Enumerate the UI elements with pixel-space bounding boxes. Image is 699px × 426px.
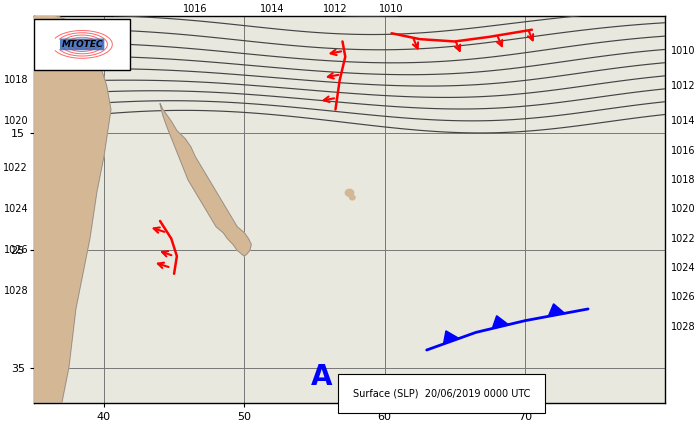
Circle shape	[345, 189, 354, 196]
Polygon shape	[443, 331, 459, 344]
Text: 1012: 1012	[323, 4, 348, 14]
Text: 1028: 1028	[671, 322, 696, 331]
Text: 1016: 1016	[671, 146, 696, 155]
Polygon shape	[492, 316, 508, 328]
Text: 1012: 1012	[671, 81, 696, 91]
Text: Surface (SLP)  20/06/2019 0000 UTC: Surface (SLP) 20/06/2019 0000 UTC	[353, 388, 530, 398]
Text: 1018: 1018	[3, 75, 28, 85]
Text: 1024: 1024	[3, 204, 28, 214]
Text: MTOTEC: MTOTEC	[62, 40, 103, 49]
Text: 1020: 1020	[3, 116, 28, 126]
Polygon shape	[34, 16, 111, 403]
Circle shape	[350, 195, 355, 200]
Bar	[34, 19, 130, 69]
Text: 1020: 1020	[671, 204, 696, 214]
Text: A: A	[310, 363, 332, 391]
Polygon shape	[160, 104, 251, 256]
Text: 1014: 1014	[260, 4, 284, 14]
Text: 1028: 1028	[3, 286, 28, 296]
Polygon shape	[548, 304, 565, 317]
Text: 1010: 1010	[671, 46, 696, 56]
Text: 1016: 1016	[183, 4, 208, 14]
Text: 1026: 1026	[671, 292, 696, 302]
Text: 1018: 1018	[671, 175, 696, 185]
Text: 1022: 1022	[3, 163, 28, 173]
Text: 1014: 1014	[671, 116, 696, 126]
Text: 1024: 1024	[671, 263, 696, 273]
Text: 1026: 1026	[3, 245, 28, 255]
Text: 1010: 1010	[380, 4, 404, 14]
Text: 1022: 1022	[671, 233, 696, 244]
